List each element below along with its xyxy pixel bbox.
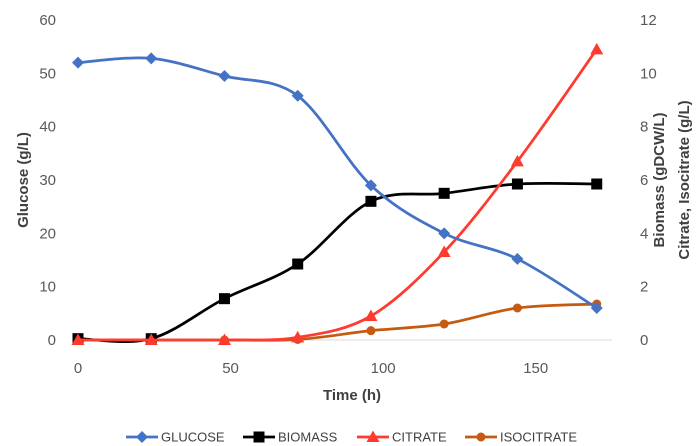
- data-point-biomass: [438, 187, 450, 199]
- x-tick-label: 0: [74, 360, 82, 377]
- left-tick-label: 0: [48, 332, 56, 349]
- legend-marker-glucose: [136, 431, 148, 443]
- legend-marker-biomass: [253, 431, 265, 443]
- left-tick-label: 20: [39, 225, 56, 242]
- data-point-citrate: [590, 42, 604, 55]
- right-tick-label: 2: [640, 279, 648, 296]
- legend-marker-isocitrate: [476, 432, 486, 442]
- legend-item-citrate: CITRATE: [357, 430, 447, 445]
- data-point-citrate: [437, 245, 451, 257]
- data-point-citrate: [364, 309, 378, 321]
- left-tick-label: 10: [39, 279, 56, 296]
- data-point-glucose: [145, 52, 158, 65]
- series-line-biomass: [77, 181, 597, 344]
- legend: GLUCOSE BIOMASS CITRATE ISOCITRATE: [126, 430, 577, 445]
- data-point-glucose: [364, 179, 377, 192]
- series-line-glucose: [77, 56, 598, 310]
- series-glucose: [72, 52, 603, 314]
- right-tick-label: 12: [640, 12, 657, 29]
- left-tick-label: 50: [39, 65, 56, 82]
- left-axis-title: Glucose (g/L): [15, 132, 32, 228]
- data-point-glucose: [511, 252, 524, 265]
- legend-label-biomass: BIOMASS: [278, 430, 338, 445]
- data-point-citrate: [144, 333, 158, 345]
- legend-label-glucose: GLUCOSE: [161, 430, 225, 445]
- left-tick-label: 60: [39, 12, 56, 29]
- data-point-citrate: [71, 333, 85, 345]
- left-tick-label: 30: [39, 172, 56, 189]
- data-point-isocitrate: [512, 303, 522, 313]
- data-point-biomass: [511, 178, 523, 190]
- right-tick-label: 10: [640, 65, 657, 82]
- data-point-biomass: [218, 293, 230, 305]
- x-tick-label: 100: [371, 360, 396, 377]
- data-point-glucose: [590, 302, 603, 314]
- legend-item-glucose: GLUCOSE: [126, 430, 225, 445]
- right-axis: 0 2 4 6 8 10 12: [640, 12, 657, 349]
- right-axis-title-line1: Biomass (gDCW/L): [651, 112, 668, 247]
- legend-marker-citrate: [366, 430, 380, 442]
- legend-item-biomass: BIOMASS: [243, 430, 338, 445]
- data-point-glucose: [72, 56, 84, 69]
- right-tick-label: 6: [640, 172, 648, 189]
- data-point-citrate: [510, 154, 524, 167]
- data-point-glucose: [218, 70, 231, 82]
- x-axis: 0 50 100 150: [74, 360, 548, 377]
- data-point-biomass: [591, 178, 603, 190]
- legend-label-isocitrate: ISOCITRATE: [500, 430, 577, 445]
- series-layer: [71, 42, 604, 345]
- right-axis-title-line2: Citrate, Isocitrate (g/L): [676, 100, 693, 259]
- data-point-isocitrate: [366, 326, 376, 336]
- left-tick-label: 40: [39, 119, 56, 136]
- data-point-biomass: [365, 195, 377, 207]
- right-tick-label: 4: [640, 225, 648, 242]
- data-point-isocitrate: [439, 319, 449, 329]
- data-point-citrate: [217, 333, 231, 345]
- data-point-glucose: [438, 227, 451, 240]
- series-citrate: [71, 42, 604, 345]
- right-tick-label: 8: [640, 119, 648, 136]
- legend-label-citrate: CITRATE: [392, 430, 447, 445]
- data-point-citrate: [291, 330, 305, 343]
- legend-item-isocitrate: ISOCITRATE: [465, 430, 577, 445]
- right-tick-label: 0: [640, 332, 648, 349]
- left-axis: 0 10 20 30 40 50 60: [39, 12, 56, 349]
- x-axis-title: Time (h): [323, 387, 381, 404]
- x-tick-label: 50: [222, 360, 239, 377]
- data-point-biomass: [292, 258, 304, 270]
- series-line-citrate: [78, 48, 598, 342]
- x-tick-label: 150: [523, 360, 548, 377]
- data-point-glucose: [291, 89, 304, 102]
